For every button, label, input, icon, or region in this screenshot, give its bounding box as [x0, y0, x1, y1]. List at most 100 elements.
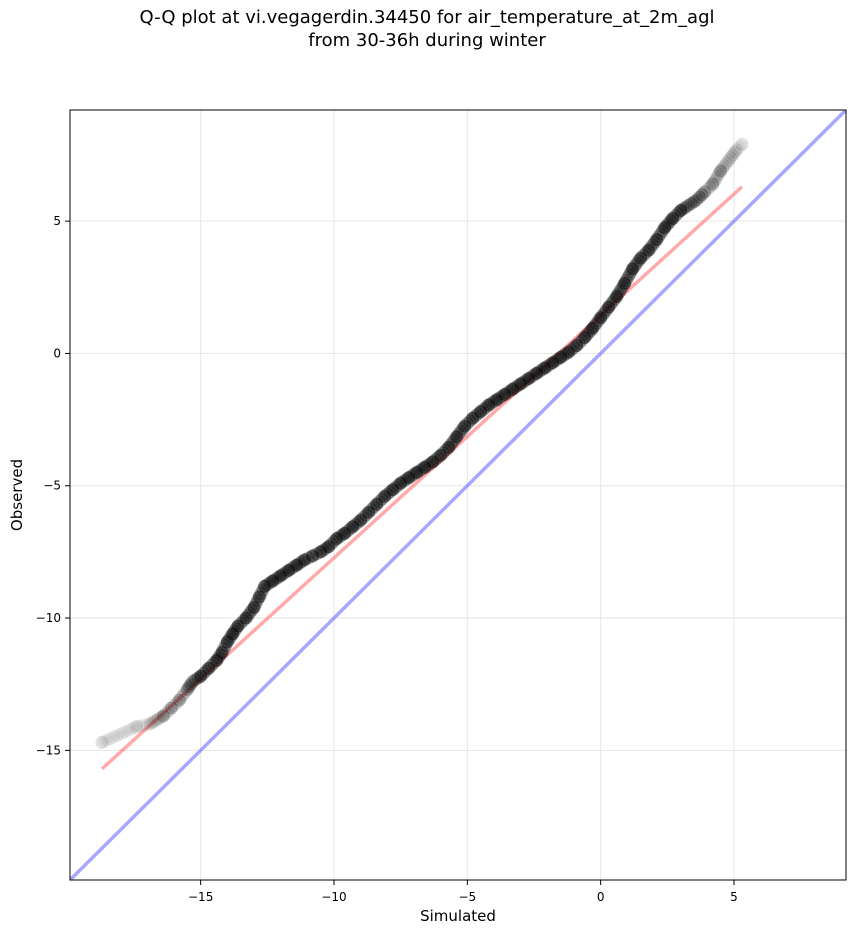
qq-point — [611, 287, 625, 301]
qq-point — [710, 169, 724, 183]
plot-frame — [69, 109, 847, 881]
qq-point — [706, 177, 720, 191]
x-tick-label: −10 — [321, 890, 346, 904]
qq-point — [732, 140, 746, 154]
qq-point — [682, 198, 696, 212]
qq-point — [247, 600, 261, 614]
qq-point — [167, 698, 181, 712]
qq-point — [714, 164, 728, 178]
qq-point — [354, 513, 368, 527]
chart-subtitle: from 30-36h during winter — [308, 30, 546, 51]
qq-point — [140, 718, 154, 732]
qq-point — [695, 188, 709, 202]
qq-point — [231, 619, 245, 633]
qq-point — [176, 688, 190, 702]
qq-point — [148, 714, 162, 728]
qq-point — [136, 718, 150, 732]
qq-point — [172, 693, 186, 707]
qq-point — [619, 273, 633, 287]
qq-point — [239, 611, 253, 625]
qq-point — [726, 148, 740, 162]
identity-line — [70, 110, 846, 880]
qq-point — [434, 448, 448, 462]
qq-point — [182, 680, 196, 694]
qq-point — [178, 685, 192, 699]
qq-point — [154, 711, 168, 725]
x-tick-label: 0 — [597, 890, 605, 904]
qq-point — [130, 720, 144, 734]
qq-point — [666, 211, 680, 225]
qq-point — [124, 722, 138, 736]
qq-point — [698, 185, 712, 199]
qq-point — [184, 677, 198, 691]
qq-point — [458, 419, 472, 433]
qq-point — [692, 190, 706, 204]
qq-point — [322, 540, 336, 554]
qq-point — [156, 709, 170, 723]
qq-point — [724, 151, 738, 165]
qq-point — [687, 195, 701, 209]
chart-title-block: Q-Q plot at vi.vegagerdin.34450 for air_… — [0, 6, 854, 52]
qq-point — [735, 137, 749, 151]
qq-point — [610, 290, 624, 304]
qq-point — [718, 159, 732, 173]
qq-point — [202, 661, 216, 675]
qq-point — [162, 704, 176, 718]
y-axis-ticks: −15 −10 −5 0 5 — [36, 214, 70, 757]
qq-point — [679, 200, 693, 214]
qq-point — [720, 156, 734, 170]
qq-point — [594, 311, 608, 325]
x-tick-label: 5 — [730, 890, 738, 904]
qq-point — [180, 682, 194, 696]
qq-point — [174, 690, 188, 704]
qq-point — [104, 731, 118, 745]
qq-point — [450, 430, 464, 444]
qq-point — [700, 182, 714, 196]
x-axis-ticks: −15 −10 −5 0 5 — [188, 880, 738, 904]
qq-point — [362, 505, 376, 519]
qq-point — [684, 196, 698, 210]
qq-point — [112, 727, 126, 741]
qq-point — [143, 717, 157, 731]
qq-point — [709, 172, 723, 186]
qq-point — [194, 669, 208, 683]
qq-point — [730, 143, 744, 157]
qq-point — [618, 276, 632, 290]
qq-point — [127, 721, 141, 735]
qq-point — [722, 153, 736, 167]
qq-point — [107, 730, 121, 744]
qq-point — [703, 180, 717, 194]
x-tick-label: −15 — [188, 890, 213, 904]
qq-point — [634, 251, 648, 265]
chart-title: Q-Q plot at vi.vegagerdin.34450 for air_… — [139, 7, 715, 28]
qq-point — [626, 262, 640, 276]
y-tick-label: −15 — [36, 743, 61, 757]
qq-point — [118, 725, 132, 739]
qq-point — [252, 590, 266, 604]
y-tick-label: 0 — [53, 346, 61, 360]
qq-point — [642, 243, 656, 257]
qq-point — [164, 701, 178, 715]
y-tick-label: −5 — [43, 479, 61, 493]
y-tick-label: 5 — [53, 214, 61, 228]
qq-point — [728, 145, 742, 159]
qq-point — [215, 645, 229, 659]
qq-point — [442, 440, 456, 454]
reference-lines — [70, 110, 846, 880]
qq-point — [170, 696, 184, 710]
qq-point — [650, 233, 664, 247]
qq-point — [716, 161, 730, 175]
x-axis-label: Simulated — [420, 907, 496, 925]
qq-point — [658, 221, 672, 235]
grid — [70, 110, 846, 880]
qq-point — [115, 726, 129, 740]
qq-point — [570, 338, 584, 352]
x-tick-label: −5 — [458, 890, 476, 904]
qq-point — [586, 321, 600, 335]
qq-point — [676, 202, 690, 216]
qq-point — [159, 706, 173, 720]
qq-point — [690, 193, 704, 207]
qq-point — [674, 204, 688, 218]
qq-point — [109, 729, 123, 743]
